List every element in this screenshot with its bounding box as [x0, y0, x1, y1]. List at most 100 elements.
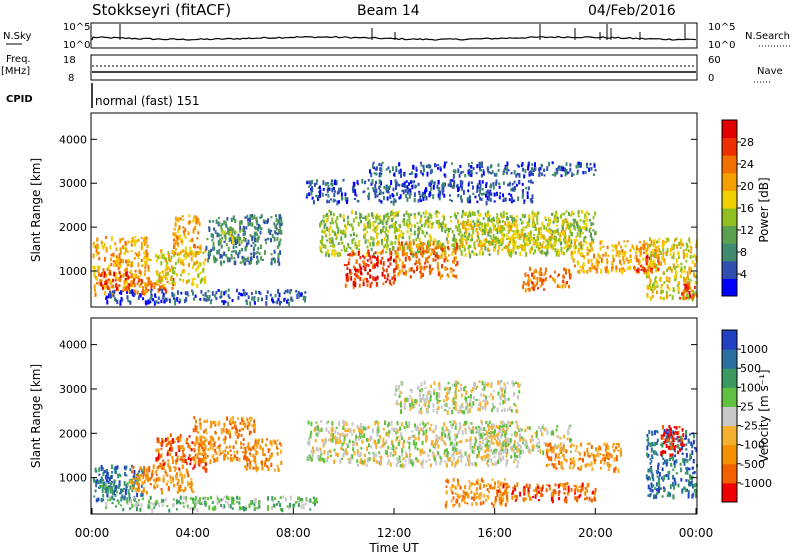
radar-cell: [310, 421, 313, 427]
radar-cell: [661, 289, 664, 294]
radar-cell: [548, 161, 550, 167]
radar-cell: [112, 483, 115, 487]
radar-cell: [179, 298, 182, 303]
radar-cell: [490, 441, 493, 444]
radar-cell: [468, 250, 471, 253]
radar-cell: [680, 266, 683, 271]
radar-cell: [472, 192, 475, 195]
radar-cell: [475, 228, 478, 231]
radar-cell: [324, 229, 327, 234]
radar-cell: [418, 237, 421, 243]
radar-cell: [279, 301, 281, 306]
radar-cell: [115, 485, 117, 489]
radar-cell: [409, 251, 412, 254]
radar-cell: [198, 461, 201, 464]
radar-cell: [431, 267, 434, 271]
radar-cell: [387, 421, 390, 426]
radar-cell: [119, 275, 122, 278]
radar-cell: [184, 291, 187, 295]
radar-cell: [375, 188, 378, 194]
radar-cell: [505, 233, 508, 237]
radar-cell: [199, 298, 202, 301]
radar-cell: [339, 187, 342, 192]
radar-cell: [555, 218, 557, 222]
radar-cell: [222, 450, 225, 454]
radar-cell: [229, 236, 232, 241]
radar-cell: [252, 454, 255, 458]
radar-cell: [418, 192, 421, 195]
radar-cell: [215, 291, 218, 295]
radar-cell: [181, 241, 184, 245]
radar-cell: [155, 499, 158, 503]
radar-cell: [126, 263, 129, 267]
radar-cell: [232, 215, 235, 221]
radar-cell: [175, 248, 178, 251]
radar-cell: [153, 506, 156, 509]
radar-cell: [190, 256, 193, 262]
radar-cell: [497, 241, 500, 244]
radar-cell: [564, 232, 567, 237]
radar-cell: [525, 225, 528, 229]
radar-cell: [317, 430, 320, 436]
radar-cell: [192, 228, 195, 234]
radar-cell: [272, 503, 275, 507]
radar-cell: [246, 462, 249, 468]
radar-cell: [351, 454, 354, 460]
radar-cell: [659, 250, 662, 255]
radar-cell: [428, 193, 431, 198]
radar-cell: [346, 197, 349, 202]
radar-cell: [237, 253, 240, 259]
radar-cell: [337, 189, 340, 194]
radar-cell: [146, 277, 149, 280]
radar-cell: [344, 428, 347, 433]
radar-cell: [232, 457, 235, 461]
radar-cell: [490, 172, 493, 175]
radar-cell: [367, 425, 370, 429]
radar-cell: [407, 187, 410, 193]
radar-cell: [417, 436, 420, 441]
radar-cell: [275, 214, 277, 218]
radar-cell: [160, 249, 163, 254]
radar-cell: [352, 252, 355, 256]
radar-cell: [203, 297, 206, 302]
radar-cell: [166, 505, 169, 508]
radar-cell: [427, 239, 430, 244]
radar-cell: [429, 242, 431, 246]
radar-cell: [434, 254, 437, 258]
radar-cell: [618, 250, 621, 255]
radar-cell: [421, 254, 424, 258]
radar-cell: [264, 250, 266, 255]
radar-cell: [555, 210, 558, 214]
radar-cell: [514, 230, 517, 235]
radar-cell: [399, 433, 402, 437]
radar-cell: [366, 272, 369, 275]
radar-cell: [299, 497, 302, 502]
radar-cell: [637, 268, 640, 273]
radar-cell: [104, 483, 107, 488]
radar-cell: [312, 200, 315, 205]
radar-cell: [260, 214, 263, 219]
radar-cell: [256, 227, 259, 232]
radar-cell: [496, 213, 499, 216]
radar-cell: [453, 256, 456, 262]
radar-cell: [527, 279, 530, 283]
radar-cell: [552, 212, 555, 215]
radar-cell: [325, 251, 328, 255]
radar-cell: [187, 443, 190, 448]
radar-cell: [427, 216, 430, 219]
radar-cell: [527, 186, 530, 191]
radar-cell: [311, 186, 314, 190]
radar-cell: [232, 228, 235, 234]
radar-cell: [436, 184, 439, 189]
radar-cell: [324, 439, 327, 442]
radar-cell: [370, 281, 373, 285]
radar-cell: [217, 250, 220, 254]
radar-cell: [410, 180, 413, 184]
radar-cell: [179, 458, 182, 461]
radar-cell: [574, 241, 576, 246]
radar-cell: [113, 271, 116, 277]
radar-cell: [523, 200, 526, 205]
radar-cell: [244, 294, 247, 297]
radar-cell: [317, 454, 320, 459]
